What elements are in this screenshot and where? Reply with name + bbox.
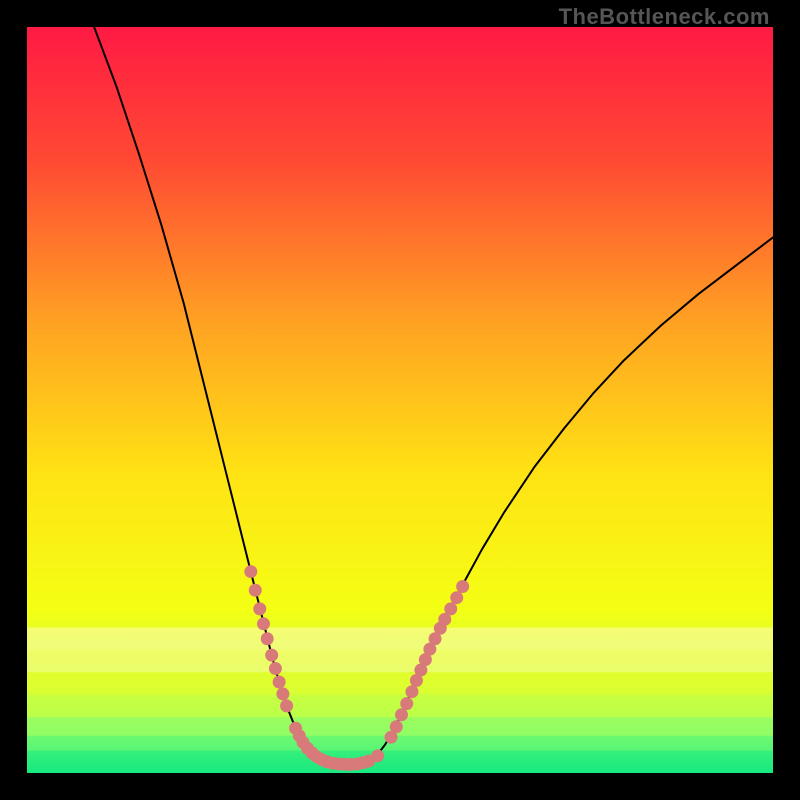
plot-svg bbox=[27, 27, 773, 773]
plot-area bbox=[27, 27, 773, 773]
chart-frame: TheBottleneck.com bbox=[0, 0, 800, 800]
pale-bands bbox=[27, 628, 773, 773]
